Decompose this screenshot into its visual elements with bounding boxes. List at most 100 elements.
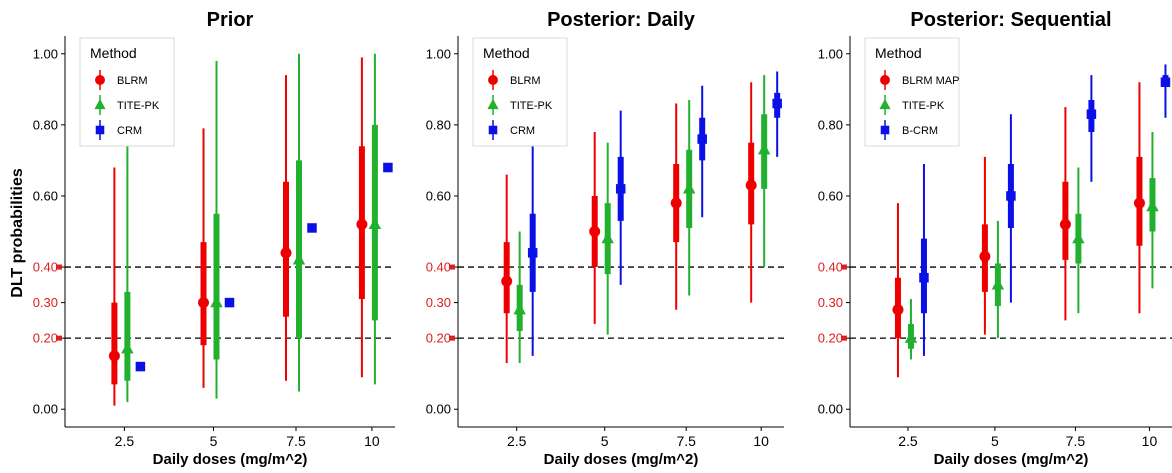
x-tick-label: 7.5 [286,433,306,449]
median-marker [198,297,209,309]
legend-label: TITE-PK [510,100,553,112]
legend-key-marker [487,98,499,110]
median-marker [1072,231,1085,244]
median-marker [745,179,757,191]
x-tick-label: 2.5 [115,433,135,449]
series-blrm [108,57,368,406]
y-tick-label-red: 0.30 [818,295,843,310]
median-marker [292,253,306,265]
y-tick-label: 0.00 [426,402,451,417]
median-marker [683,182,696,194]
median-marker [1160,77,1171,87]
median-marker [108,350,120,362]
median-marker [356,218,368,230]
reference-marker [841,264,847,270]
x-tick-label: 5 [210,433,218,449]
legend-key-marker [488,75,498,85]
legend-key-marker [95,125,105,135]
reference-marker [56,335,62,341]
median-marker [904,331,918,343]
series-crm [527,71,782,356]
legend-title: Method [90,45,137,61]
x-tick-label: 5 [991,433,999,449]
median-marker [772,98,782,109]
median-marker [1006,191,1016,201]
series-b-crm [919,64,1171,356]
x-tick-label: 2.5 [507,433,527,449]
reference-marker [841,335,847,341]
median-marker [368,217,382,230]
reference-marker [449,335,455,341]
panel-3: Posterior: Sequential 0.00 0.60 0.80 1.00 0.2… [818,9,1172,468]
median-marker [919,272,929,283]
y-tick-label-red: 0.40 [426,260,451,275]
y-tick-label: 1.00 [818,46,843,61]
legend-key-marker [94,98,106,110]
y-tick-label-red: 0.40 [33,260,58,275]
median-marker [1086,109,1097,119]
median-marker [979,250,991,262]
x-axis-label: Daily doses (mg/m^2) [934,451,1089,468]
y-tick-label-red: 0.20 [818,331,843,346]
x-axis-label: Daily doses (mg/m^2) [153,451,308,468]
series-blrm [501,82,757,364]
median-marker [383,162,393,173]
y-tick-label: 0.00 [33,402,58,417]
legend-key-marker [95,75,105,85]
legend-title: Method [875,45,922,61]
panel-title: Prior [207,9,254,31]
median-marker [601,231,614,244]
x-axis-label: Daily doses (mg/m^2) [544,451,699,468]
median-marker [280,247,292,259]
legend-key-marker [880,75,890,85]
legend-title: Method [483,45,530,61]
panel-title: Posterior: Sequential [910,9,1111,31]
legend-label: TITE-PK [902,100,945,112]
median-marker [307,223,317,233]
median-marker [1146,199,1159,212]
y-tick-label-red: 0.30 [426,295,451,310]
median-marker [991,277,1005,290]
series-tite-pk [121,53,382,403]
y-tick-label: 0.00 [818,402,843,417]
y-tick-label: 1.00 [426,46,451,61]
series-tite-pk [513,75,771,364]
median-marker [697,134,707,144]
x-tick-label: 7.5 [676,433,696,449]
series-blrm-map [892,82,1145,378]
series-crm [135,162,393,372]
y-tick-label-red: 0.40 [818,260,843,275]
median-marker [670,197,682,209]
panel-1: Prior 0.00 0.60 0.80 1.00 0.20 0.30 0.40 2.5 5 7.5… [33,9,395,468]
x-tick-label: 2.5 [898,433,918,449]
legend: Method BLRM TITE-PK CRM [472,37,568,147]
legend-label: TITE-PK [117,100,160,112]
panels: Prior 0.00 0.60 0.80 1.00 0.20 0.30 0.40 2.5 5 7.5… [33,9,1172,468]
x-tick-label: 10 [753,433,769,449]
legend-label: BLRM MAP [902,75,959,87]
median-marker [757,142,771,155]
median-marker [210,295,223,308]
legend-box [79,37,175,147]
legend-box [472,37,568,147]
panel-title: Posterior: Daily [547,9,696,31]
legend-label: BLRM [117,75,148,87]
y-tick-label-red: 0.20 [33,331,58,346]
y-tick-label: 0.80 [818,117,843,132]
median-marker [224,297,235,308]
median-marker [501,275,513,287]
series-tite-pk [904,131,1159,360]
legend-key-marker [879,98,891,110]
panel-2: Posterior: Daily 0.00 0.60 0.80 1.00 0.20 0.30… [426,9,784,468]
y-axis-label: DLT probabilities [9,168,26,298]
y-tick-label-red: 0.20 [426,331,451,346]
y-tick-label: 0.80 [426,117,451,132]
median-marker [527,248,538,258]
y-tick-label: 0.60 [426,188,451,203]
legend-label: BLRM [510,75,541,87]
median-marker [589,226,601,237]
legend-box [864,37,960,147]
legend-label: CRM [117,125,142,137]
